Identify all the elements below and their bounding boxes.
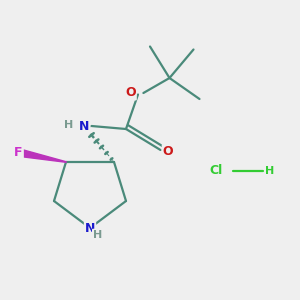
Polygon shape	[20, 149, 66, 162]
Text: O: O	[163, 145, 173, 158]
Text: O: O	[125, 86, 136, 100]
Text: H: H	[266, 166, 274, 176]
Text: H: H	[93, 230, 102, 240]
Text: H: H	[64, 119, 73, 130]
Text: F: F	[14, 146, 23, 159]
Text: Cl: Cl	[209, 164, 223, 178]
Text: N: N	[79, 119, 89, 133]
Text: N: N	[85, 222, 95, 236]
